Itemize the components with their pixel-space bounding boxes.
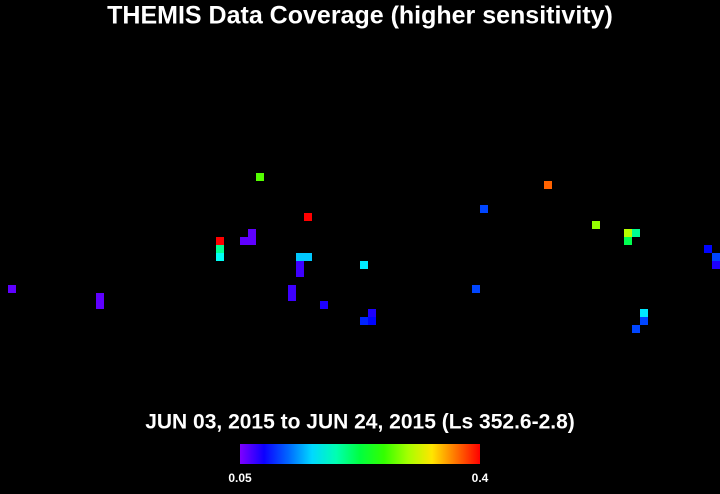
coverage-cell	[704, 245, 712, 253]
coverage-cell	[544, 181, 552, 189]
colorbar	[240, 444, 480, 464]
coverage-cell	[368, 309, 376, 317]
coverage-cell	[216, 237, 224, 245]
coverage-cell	[248, 229, 256, 237]
coverage-cell	[288, 293, 296, 301]
coverage-cell	[592, 221, 600, 229]
coverage-cell	[296, 253, 304, 261]
colorbar-tick-label: 0.05	[228, 471, 252, 485]
coverage-cell	[216, 253, 224, 261]
coverage-cell	[360, 317, 368, 325]
coverage-cell	[640, 309, 648, 317]
coverage-cell	[296, 269, 304, 277]
coverage-cell	[712, 261, 720, 269]
coverage-cell	[304, 213, 312, 221]
coverage-cell	[216, 245, 224, 253]
coverage-cell	[96, 293, 104, 301]
coverage-cell	[320, 301, 328, 309]
chart-subtitle: JUN 03, 2015 to JUN 24, 2015 (Ls 352.6-2…	[145, 411, 575, 434]
coverage-cell	[632, 325, 640, 333]
chart-title: THEMIS Data Coverage (higher sensitivity…	[107, 2, 613, 30]
coverage-cell	[640, 317, 648, 325]
coverage-cell	[480, 205, 488, 213]
coverage-cell	[632, 229, 640, 237]
coverage-cell	[360, 261, 368, 269]
coverage-cell	[296, 261, 304, 269]
coverage-cell	[8, 285, 16, 293]
coverage-cell	[288, 285, 296, 293]
coverage-cell	[472, 285, 480, 293]
colorbar-tick-label: 0.4	[472, 471, 489, 485]
coverage-cell	[304, 253, 312, 261]
coverage-cell	[248, 237, 256, 245]
coverage-cell	[368, 317, 376, 325]
coverage-cell	[712, 253, 720, 261]
coverage-cell	[240, 237, 248, 245]
coverage-cell	[624, 229, 632, 237]
coverage-cell	[624, 237, 632, 245]
coverage-cell	[256, 173, 264, 181]
coverage-cell	[96, 301, 104, 309]
